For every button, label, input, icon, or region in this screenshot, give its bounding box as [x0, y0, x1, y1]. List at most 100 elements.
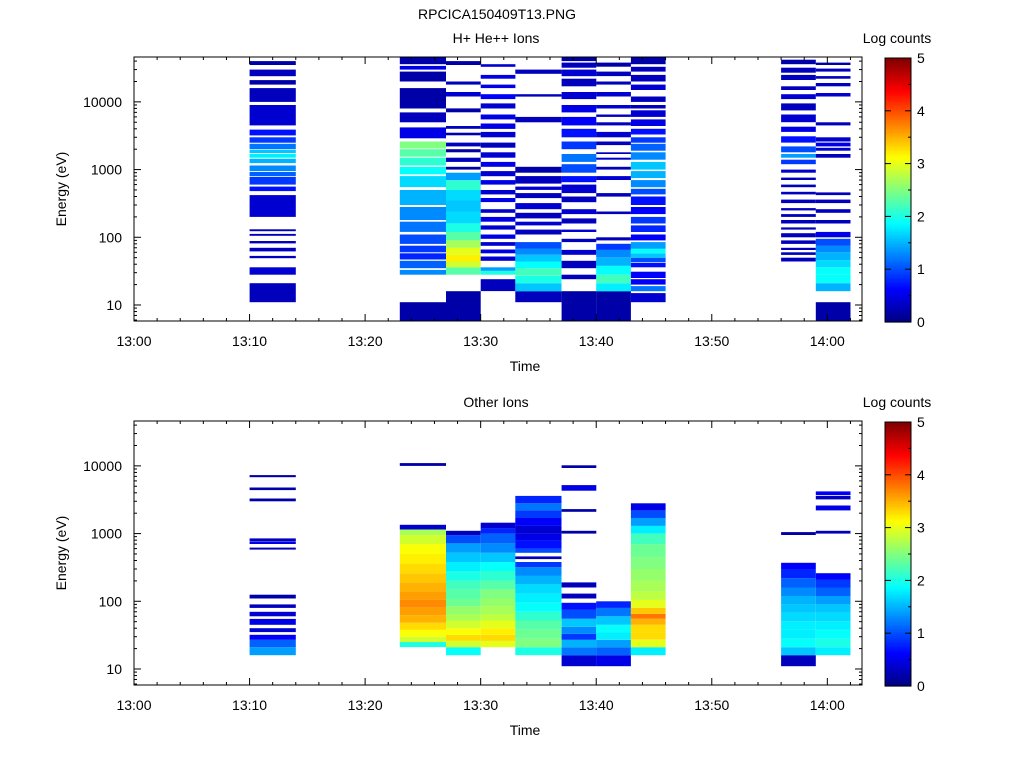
heatmap-cell	[815, 530, 851, 534]
x-tick-label: 13:20	[348, 333, 383, 349]
heatmap-cell	[561, 249, 597, 255]
colorbar-swatch	[885, 227, 911, 231]
heatmap-cell	[781, 136, 816, 143]
y-tick-label: 100	[99, 593, 123, 609]
colorbar-swatch	[885, 291, 911, 294]
heatmap-cell	[399, 607, 446, 616]
heatmap-cell	[515, 602, 562, 612]
heatmap-cell	[249, 176, 296, 185]
colorbar-swatch	[885, 635, 911, 639]
heatmap-cell	[630, 242, 666, 249]
heatmap-cell	[399, 615, 446, 623]
colorbar-swatch	[885, 119, 911, 123]
heatmap-cell	[596, 237, 631, 241]
heatmap-cell	[480, 64, 516, 67]
colorbar-swatch	[885, 91, 911, 94]
colorbar-swatch	[885, 644, 911, 647]
heatmap-cell	[249, 267, 296, 275]
colorbar-swatch	[885, 593, 911, 597]
colorbar-swatch	[885, 624, 911, 628]
heatmap-cell	[480, 522, 516, 529]
heatmap-cell	[446, 589, 481, 599]
heatmap-cell	[561, 209, 597, 215]
colorbar-swatch	[885, 523, 911, 526]
heatmap-cell	[399, 463, 446, 466]
y-tick-label: 10000	[83, 458, 122, 474]
heatmap-cell	[446, 535, 481, 544]
heatmap-cell	[515, 611, 562, 621]
heatmap-cell	[815, 76, 851, 79]
heatmap-cell	[630, 503, 666, 511]
colorbar-swatch	[885, 86, 911, 90]
heatmap-cell	[630, 557, 666, 569]
heatmap-cell	[480, 606, 516, 614]
colorbar-swatch	[885, 220, 911, 224]
heatmap-cell	[515, 562, 562, 568]
colorbar-swatch	[885, 124, 911, 127]
heatmap-cell	[781, 159, 816, 165]
colorbar-swatch	[885, 295, 911, 299]
x-tick-label: 13:10	[232, 333, 267, 349]
heatmap-cell	[561, 582, 597, 588]
panel-title: Other Ions	[463, 394, 528, 410]
colorbar-label: Log counts	[863, 394, 932, 410]
heatmap-cell	[480, 171, 516, 177]
heatmap-cell	[630, 128, 666, 135]
colorbar-swatch	[885, 494, 911, 498]
heatmap-cell	[480, 74, 516, 79]
colorbar-swatch	[885, 218, 911, 222]
heatmap-cell	[630, 188, 666, 195]
heatmap-cell	[630, 74, 666, 82]
heatmap-cell	[515, 556, 562, 560]
x-axis-label: Time	[510, 722, 541, 738]
heatmap-cell	[561, 154, 597, 162]
colorbar-swatch	[885, 317, 911, 321]
heatmap-cell	[596, 601, 631, 608]
colorbar-swatch	[885, 247, 911, 250]
heatmap-cell	[596, 176, 631, 180]
colorbar-swatch	[885, 503, 911, 507]
heatmap-cell	[446, 580, 481, 590]
colorbar-swatch	[885, 468, 911, 471]
heatmap-cell	[630, 647, 666, 656]
heatmap-cell	[781, 578, 816, 588]
colorbar-swatch	[885, 212, 911, 215]
panel-h-he-ions: 13:00 13:10 13:20 13:30 13:40 13:50 14:00Time1…	[53, 30, 931, 374]
heatmap-cell	[249, 547, 296, 550]
heatmap-cell	[561, 260, 597, 269]
colorbar-swatch	[885, 606, 911, 610]
heatmap-cell	[561, 602, 597, 610]
heatmap-cell	[515, 518, 562, 526]
heatmap-cell	[630, 137, 666, 143]
colorbar-swatch	[885, 150, 911, 154]
x-tick-label: 13:00	[116, 697, 151, 713]
heatmap-cell	[630, 271, 666, 278]
heatmap-cell	[561, 196, 597, 203]
colorbar-swatch	[885, 190, 911, 193]
colorbar-swatch	[885, 536, 911, 540]
colorbar-tick-label: 5	[917, 414, 925, 430]
colorbar-swatch	[885, 444, 911, 447]
heatmap-cell	[399, 65, 446, 70]
heatmap-cell	[515, 567, 562, 576]
colorbar-swatch	[885, 573, 911, 577]
heatmap-cell	[596, 105, 631, 109]
colorbar-swatch	[885, 448, 911, 452]
heatmap-cell	[630, 96, 666, 102]
colorbar-swatch	[885, 441, 911, 445]
heatmap-cell	[815, 154, 851, 158]
heatmap-cell	[815, 83, 851, 87]
heatmap-cell	[596, 283, 631, 292]
heatmap-cell	[446, 223, 481, 232]
y-tick-label: 10	[106, 661, 122, 677]
colorbar-swatch	[885, 64, 911, 68]
heatmap-cell	[630, 180, 666, 188]
colorbar-swatch	[885, 187, 911, 191]
heatmap-cell	[630, 257, 666, 263]
heatmap-cell	[249, 158, 296, 164]
heatmap-cell	[249, 594, 296, 599]
colorbar-swatch	[885, 485, 911, 489]
colorbar-swatch	[885, 466, 911, 469]
colorbar-swatch	[885, 525, 911, 529]
colorbar-swatch	[885, 240, 911, 244]
